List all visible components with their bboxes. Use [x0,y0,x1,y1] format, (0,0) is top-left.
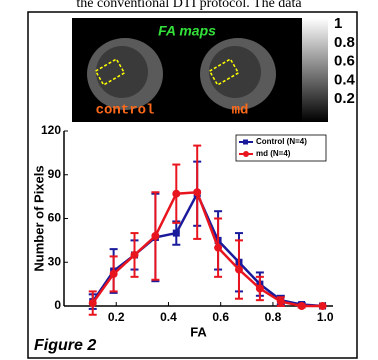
y-tick-label: 60 [48,211,62,225]
marker [110,270,118,278]
legend-label: Control (N=4) [256,137,307,146]
map-label: md [232,103,249,119]
map-label: control [96,103,155,119]
y-tick-label: 90 [48,167,62,181]
x-tick-label: 0.2 [108,310,125,324]
top-text: the conventional DTI protocol. The data [76,0,302,11]
colorbar [302,18,328,122]
x-tick-label: 0.4 [160,310,177,324]
y-axis-label: Number of Pixels [31,165,46,271]
marker [256,285,264,293]
marker [298,302,306,310]
x-tick-label: 0.6 [212,310,229,324]
marker [172,190,180,198]
colorbar-tick-label: 1 [334,15,342,32]
y-tick-label: 30 [48,254,62,268]
marker [214,244,222,252]
colorbar-tick-label: 0.2 [334,90,355,107]
marker [151,232,159,240]
colorbar-tick-label: 0.8 [334,34,355,51]
caption: Figure 2 [34,337,96,354]
figure-page: the conventional DTI protocol. The data … [0,0,378,360]
x-tick-label: 0.8 [265,310,282,324]
marker [131,251,139,259]
map-title: FA maps [158,23,216,39]
brain-right [200,38,276,110]
marker [235,266,243,274]
legend-marker [243,140,248,145]
marker [277,298,285,306]
marker [319,302,327,310]
y-tick-label: 0 [54,298,61,312]
legend-label: md (N=4) [256,149,291,158]
marker [89,299,97,307]
colorbar-tick-label: 0.6 [334,53,355,70]
x-tick-label: 1.0 [317,310,334,324]
marker [173,230,180,237]
legend-marker [243,151,249,157]
brain-left [87,38,163,110]
marker [193,188,201,196]
y-tick-label: 120 [41,123,61,137]
x-axis-label: FA [190,324,207,339]
colorbar-tick-label: 0.4 [334,71,356,88]
